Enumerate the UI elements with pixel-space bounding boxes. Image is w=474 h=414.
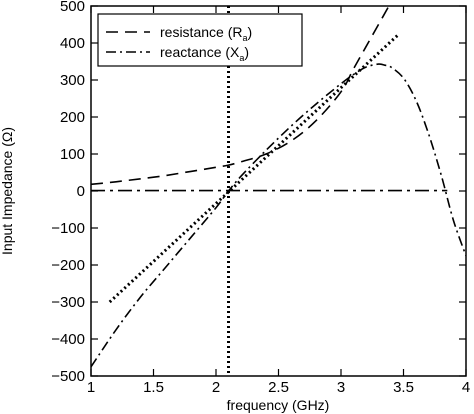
x-tick-label: 4 <box>462 379 470 396</box>
plot-frame <box>90 5 467 377</box>
x-tick-label: 2.5 <box>268 379 289 396</box>
y-tick-label: 500 <box>60 0 85 15</box>
y-tick-label: 100 <box>60 146 85 163</box>
series-group <box>91 6 466 376</box>
x-axis-label: frequency (GHz) <box>227 397 330 413</box>
y-tick-label: 0 <box>77 183 85 200</box>
y-tick-label: 200 <box>60 109 85 126</box>
x-tick-label: 1 <box>87 379 95 396</box>
x-tick-label: 1.5 <box>143 379 164 396</box>
series-line-dashdot <box>91 63 466 368</box>
series-line-dashed <box>91 6 390 186</box>
y-tick-labels: −500 −400 −300 −200 −100 0 100 200 300 400 500 <box>51 0 85 385</box>
legend-label-reactance: reactance (Xa) <box>160 44 249 63</box>
x-tick-label: 2 <box>212 379 220 396</box>
y-tick-label: −400 <box>51 331 85 348</box>
y-tick-label: 400 <box>60 35 85 52</box>
x-tick-label: 3 <box>337 379 345 396</box>
legend-box <box>97 13 303 67</box>
y-tick-label: 300 <box>60 72 85 89</box>
x-tick-labels: 1 1.5 2 2.5 3 3.5 4 <box>87 379 470 396</box>
y-tick-label: −200 <box>51 257 85 274</box>
legend: resistance (Ra) reactance (Xa) <box>97 13 303 67</box>
y-tick-label: −500 <box>51 368 85 385</box>
y-axis-label: Input Impedance (Ω) <box>0 127 15 255</box>
legend-label-resistance: resistance (Ra) <box>160 24 252 43</box>
y-tick-label: −300 <box>51 294 85 311</box>
x-tick-label: 3.5 <box>393 379 414 396</box>
series-line-dotted <box>108 34 399 304</box>
y-tick-label: −100 <box>51 220 85 237</box>
